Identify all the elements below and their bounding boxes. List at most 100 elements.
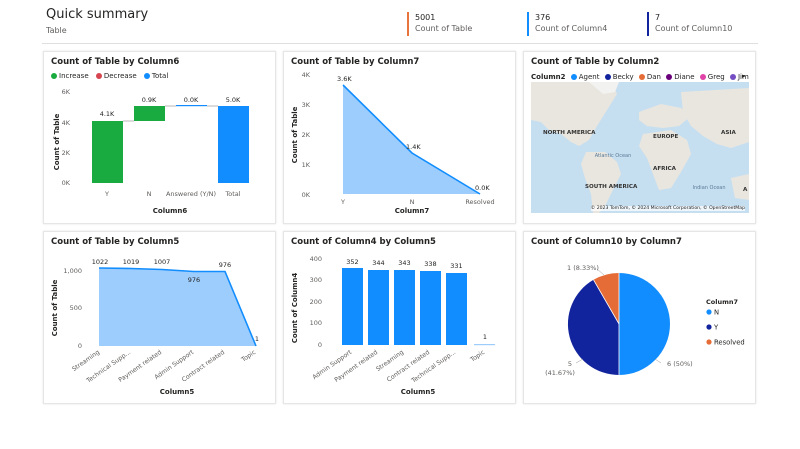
slice-y[interactable]: [567, 279, 619, 376]
area-chart-column7-plot: 4K 3K 2K 1K 0K Count of Table 3.6K 1.4K …: [291, 71, 495, 215]
kpi-count-of-column10[interactable]: 7 Count of Column10: [647, 12, 732, 36]
bar-admin-support[interactable]: [342, 268, 363, 345]
area-chart-column5-plot: 1,000 500 0 Count of Table 1022 1019 100…: [51, 258, 259, 396]
x-tick-label: Technical Supp...: [410, 349, 457, 385]
slice-separator: [593, 279, 620, 325]
x-tick-label: Y: [104, 190, 109, 198]
bar-chart-column5-plot: 400 300 200 100 0 Count of Column4 352 3…: [291, 255, 495, 396]
slice-resolved[interactable]: [593, 272, 620, 324]
y-tick-label: 3K: [302, 101, 311, 109]
series-line[interactable]: [342, 84, 481, 195]
data-label: 343: [398, 259, 410, 267]
legend-dot: [143, 72, 150, 79]
legend-item-decrease[interactable]: Decrease: [95, 72, 137, 80]
y-tick-label: 100: [310, 319, 322, 327]
leader-line: [654, 358, 662, 364]
kpi-label: Count of Column4: [535, 24, 608, 33]
kpi-value: 7: [655, 13, 661, 22]
map-chart-card[interactable]: Count of Table by Column2 Column2 Agent …: [523, 51, 756, 224]
legend-label: Diane: [674, 73, 695, 81]
data-label: (41.67%): [545, 369, 575, 377]
legend-item-agent[interactable]: Agent: [570, 73, 599, 81]
legend-item-greg[interactable]: Greg: [699, 73, 725, 81]
area-chart-column7-card[interactable]: Count of Table by Column7 4K 3K 2K 1K 0K…: [283, 51, 516, 224]
world-map[interactable]: NORTH AMERICA EUROPE ASIA AFRICA SOUTH A…: [531, 82, 749, 213]
x-tick-label: Answered (Y/N): [166, 190, 216, 198]
map-label: Indian Ocean: [692, 185, 725, 191]
legend-dot: [95, 72, 102, 79]
legend-item-diane[interactable]: Diane: [666, 73, 695, 81]
bar-y[interactable]: [92, 121, 123, 183]
legend-item-dan[interactable]: Dan: [638, 73, 661, 81]
map-label: A: [743, 187, 748, 193]
page-title: Quick summary: [46, 7, 149, 22]
legend-item-increase[interactable]: Increase: [51, 72, 89, 80]
data-label: 1 (8.33%): [567, 264, 599, 272]
data-label: 0.0K: [184, 96, 199, 104]
pie-chart-card[interactable]: Count of Column10 by Column7 6 (50%) 5 (…: [523, 231, 756, 404]
waterfall-chart-plot: 6K 4K 2K 0K Count of Table 4.1K 0.9K 0.0…: [53, 88, 249, 215]
map-label: EUROPE: [653, 134, 679, 140]
kpi-value: 5001: [415, 13, 436, 22]
bar-topic[interactable]: [474, 344, 495, 346]
map-attribution[interactable]: © 2023 TomTom, © 2024 Microsoft Corporat…: [590, 206, 745, 211]
legend-label-resolved[interactable]: Resolved: [714, 339, 745, 347]
legend-label: Dan: [646, 73, 661, 81]
x-tick-label: Resolved: [465, 198, 494, 206]
header-divider: [42, 43, 758, 44]
legend-next-arrow-icon[interactable]: ▸: [742, 72, 746, 80]
legend-item-becky[interactable]: Becky: [604, 73, 634, 81]
bar-total[interactable]: [218, 106, 249, 183]
y-tick-label: 1K: [302, 161, 311, 169]
north-america-shape: [531, 82, 617, 146]
europe-shape: [639, 104, 691, 128]
data-label: 1022: [92, 258, 109, 266]
chart-title: Count of Table by Column5: [51, 237, 180, 247]
bar-n[interactable]: [134, 106, 165, 121]
waterfall-chart-card[interactable]: Count of Table by Column6 Increase Decre…: [43, 51, 276, 224]
area-chart-column5-card[interactable]: Count of Table by Column5 1,000 500 0 Co…: [43, 231, 276, 404]
legend-label: Greg: [707, 73, 725, 81]
chart-title: Count of Column10 by Column7: [531, 237, 682, 247]
bar-chart-column5-card[interactable]: Count of Column4 by Column5 400 300 200 …: [283, 231, 516, 404]
data-label: 338: [424, 260, 436, 268]
data-label: 3.6K: [337, 75, 352, 83]
y-axis-title: Count of Column4: [291, 273, 299, 344]
legend-dot: [51, 72, 57, 79]
chart-legend: Increase Decrease Total: [51, 72, 173, 80]
map-label: Atlantic Ocean: [595, 153, 632, 159]
legend-label-n[interactable]: N: [714, 309, 719, 317]
bar-technical-support[interactable]: [446, 273, 467, 345]
bar-streaming[interactable]: [394, 270, 415, 345]
legend-dot: [706, 339, 712, 345]
legend-item-total[interactable]: Total: [143, 72, 169, 80]
y-tick-label: 2K: [62, 149, 71, 157]
bar-contract-related[interactable]: [420, 271, 441, 345]
area-fill: [99, 268, 256, 346]
legend-label: Jim: [737, 73, 749, 81]
data-label: 0.9K: [142, 96, 157, 104]
legend-label-y[interactable]: Y: [713, 324, 719, 332]
data-label: 5: [568, 360, 572, 368]
bar-answered[interactable]: [176, 105, 207, 107]
chart-title: Count of Table by Column2: [531, 57, 660, 67]
y-axis-title: Count of Table: [291, 106, 299, 163]
legend-label: Total: [151, 72, 169, 80]
data-label: 5.0K: [226, 96, 241, 104]
australia-shape: [731, 174, 749, 200]
bar-payment-related[interactable]: [368, 270, 389, 345]
legend-dot: [706, 309, 712, 315]
y-tick-label: 200: [310, 298, 322, 306]
data-label: 976: [188, 276, 200, 284]
south-america-shape: [581, 152, 621, 213]
legend-item-jim[interactable]: Jim: [729, 73, 749, 81]
series-line[interactable]: [98, 267, 257, 347]
data-label: 1: [483, 333, 487, 341]
slice-n[interactable]: [619, 273, 670, 375]
area-fill: [343, 85, 480, 194]
y-axis-title: Count of Table: [51, 279, 59, 336]
kpi-count-of-column4[interactable]: 376 Count of Column4: [527, 12, 607, 36]
y-tick-label: 0K: [62, 179, 71, 187]
kpi-count-of-table[interactable]: 5001 Count of Table: [407, 12, 472, 36]
